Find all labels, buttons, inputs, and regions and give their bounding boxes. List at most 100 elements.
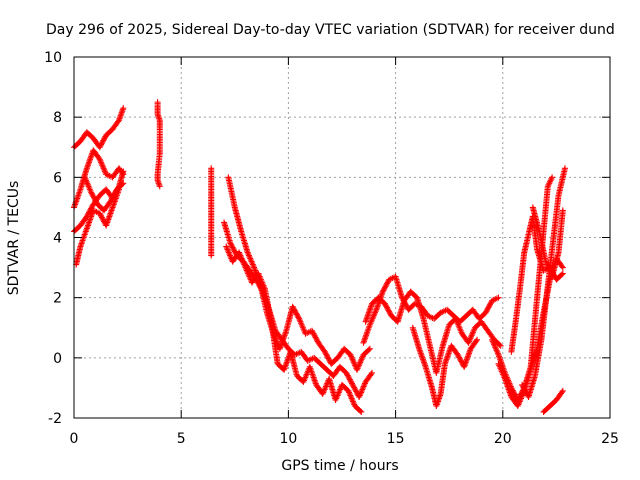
data-point bbox=[326, 356, 333, 363]
y-tick-label: 2 bbox=[53, 291, 62, 307]
data-point bbox=[96, 144, 103, 151]
data-point bbox=[380, 287, 387, 294]
data-point bbox=[561, 165, 568, 172]
data-point bbox=[384, 304, 391, 311]
data-point bbox=[229, 244, 236, 251]
data-point bbox=[368, 371, 375, 378]
data-point bbox=[108, 197, 115, 204]
data-point bbox=[485, 304, 492, 311]
data-point bbox=[99, 215, 106, 222]
data-point bbox=[313, 335, 320, 342]
data-point bbox=[454, 351, 461, 358]
data-point bbox=[344, 371, 351, 378]
x-tick-label: 15 bbox=[387, 431, 405, 447]
data-point bbox=[228, 243, 235, 250]
data-point bbox=[346, 376, 353, 383]
data-point bbox=[98, 214, 105, 221]
chart-title: Day 296 of 2025, Sidereal Day-to-day VTE… bbox=[46, 22, 615, 38]
y-tick-label: 4 bbox=[53, 231, 62, 247]
data-point bbox=[292, 309, 299, 316]
data-point bbox=[365, 346, 372, 353]
data-point bbox=[90, 193, 97, 200]
data-point bbox=[457, 357, 464, 364]
x-tick-labels: 0 5 10 15 20 25 bbox=[70, 431, 619, 447]
data-point bbox=[291, 306, 298, 313]
data-points bbox=[71, 99, 568, 415]
data-point bbox=[386, 308, 393, 315]
data-point bbox=[311, 331, 318, 338]
data-point bbox=[558, 389, 565, 396]
x-tick-label: 0 bbox=[70, 431, 79, 447]
data-point bbox=[559, 207, 566, 214]
data-point bbox=[96, 210, 103, 217]
data-point bbox=[312, 334, 319, 341]
axis-ticks bbox=[73, 56, 611, 419]
data-point bbox=[358, 408, 365, 415]
data-point bbox=[497, 342, 504, 349]
data-point bbox=[231, 248, 238, 255]
data-point bbox=[325, 355, 332, 362]
data-point bbox=[294, 313, 301, 320]
x-axis-label: GPS time / hours bbox=[281, 458, 398, 474]
data-point bbox=[519, 381, 526, 388]
y-tick-label: 8 bbox=[53, 110, 62, 126]
data-point bbox=[310, 330, 317, 337]
data-point bbox=[379, 288, 386, 295]
data-point bbox=[321, 348, 328, 355]
data-point bbox=[357, 407, 364, 414]
data-point bbox=[519, 383, 526, 390]
data-point bbox=[521, 385, 528, 392]
data-point bbox=[108, 195, 115, 202]
data-point bbox=[107, 198, 114, 205]
data-point bbox=[511, 391, 518, 398]
data-point bbox=[348, 379, 355, 386]
data-point bbox=[369, 369, 376, 376]
data-point bbox=[120, 105, 127, 112]
data-point bbox=[487, 300, 494, 307]
data-point bbox=[208, 252, 215, 259]
data-point bbox=[227, 240, 234, 247]
data-point bbox=[484, 305, 491, 312]
data-point bbox=[381, 285, 388, 292]
data-point bbox=[383, 281, 390, 288]
data-point bbox=[559, 387, 566, 394]
y-tick-label: -2 bbox=[48, 411, 62, 427]
data-point bbox=[349, 380, 356, 387]
data-point bbox=[385, 307, 392, 314]
data-point bbox=[559, 270, 566, 277]
data-point bbox=[353, 388, 360, 395]
data-point bbox=[345, 373, 352, 380]
data-point bbox=[231, 247, 238, 254]
data-point bbox=[111, 191, 118, 198]
data-point bbox=[119, 181, 126, 188]
data-point bbox=[92, 197, 99, 204]
y-axis-label: SDTVAR / TECUs bbox=[6, 181, 22, 296]
data-point bbox=[156, 183, 163, 190]
data-point bbox=[111, 190, 118, 197]
data-point bbox=[98, 141, 105, 148]
data-point bbox=[352, 387, 359, 394]
data-point bbox=[484, 307, 491, 314]
data-point bbox=[522, 388, 529, 395]
data-point bbox=[295, 314, 302, 321]
data-point bbox=[293, 310, 300, 317]
data-point bbox=[455, 353, 462, 360]
data-point bbox=[100, 137, 107, 144]
data-point bbox=[344, 372, 351, 379]
data-point bbox=[482, 309, 489, 316]
data-point bbox=[110, 193, 117, 200]
data-point bbox=[382, 302, 389, 309]
data-point bbox=[558, 263, 565, 270]
data-point bbox=[473, 338, 480, 345]
data-point bbox=[549, 174, 556, 181]
data-point bbox=[381, 284, 388, 291]
data-point bbox=[120, 168, 127, 175]
data-point bbox=[293, 311, 300, 318]
data-point bbox=[291, 307, 298, 314]
data-point bbox=[97, 142, 104, 149]
data-point bbox=[91, 194, 98, 201]
data-point bbox=[311, 333, 318, 340]
data-point bbox=[351, 384, 358, 391]
data-point bbox=[486, 301, 493, 308]
